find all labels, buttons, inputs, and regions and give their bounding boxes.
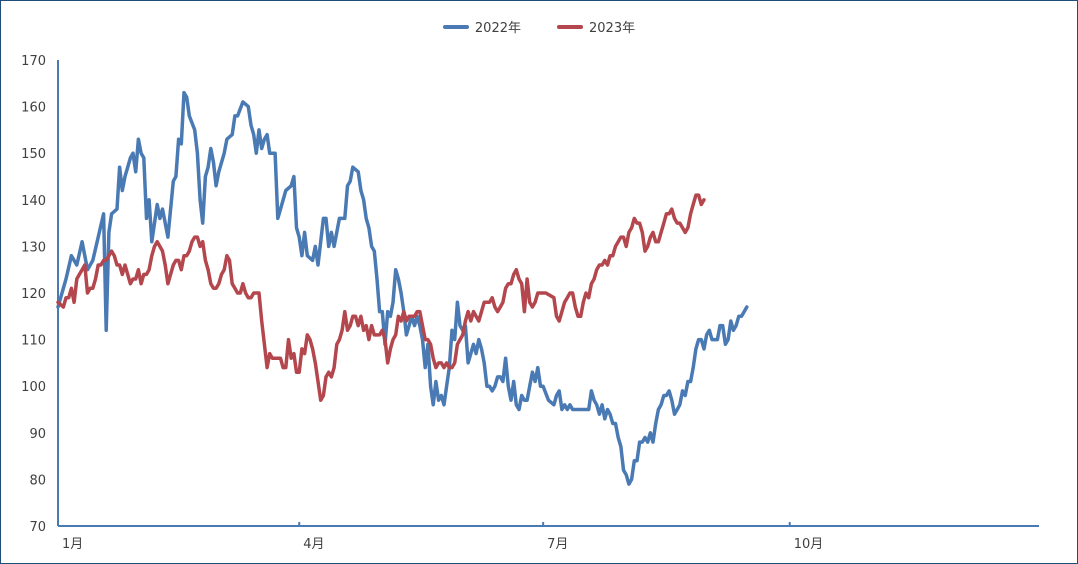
y-tick-label: 100	[21, 380, 46, 395]
series-line-2023	[56, 193, 706, 402]
legend-item-2023: 2023年	[557, 17, 635, 36]
y-tick-label: 80	[29, 473, 46, 488]
legend: 2022年 2023年	[1, 17, 1077, 36]
legend-swatch-2023	[557, 24, 583, 29]
x-tick-label: 4月	[303, 537, 324, 552]
y-tick-label: 70	[29, 520, 46, 535]
series-line-2022	[56, 90, 749, 486]
x-tick-label: 7月	[547, 537, 568, 552]
x-tick-label: 1月	[62, 537, 83, 552]
x-tick-label: 10月	[794, 537, 824, 552]
y-tick-label: 160	[21, 101, 46, 116]
legend-label-2023: 2023年	[589, 21, 636, 36]
legend-item-2022: 2022年	[442, 17, 521, 36]
y-tick-label: 170	[21, 54, 46, 69]
y-tick-label: 130	[21, 240, 46, 255]
y-tick-label: 120	[21, 287, 46, 302]
y-tick-label: 150	[21, 147, 46, 162]
legend-label-2022: 2022年	[474, 21, 521, 36]
y-tick-label: 110	[21, 334, 46, 349]
y-tick-label: 140	[21, 194, 46, 209]
y-tick-label: 90	[29, 427, 46, 442]
legend-swatch-2022	[442, 24, 469, 29]
